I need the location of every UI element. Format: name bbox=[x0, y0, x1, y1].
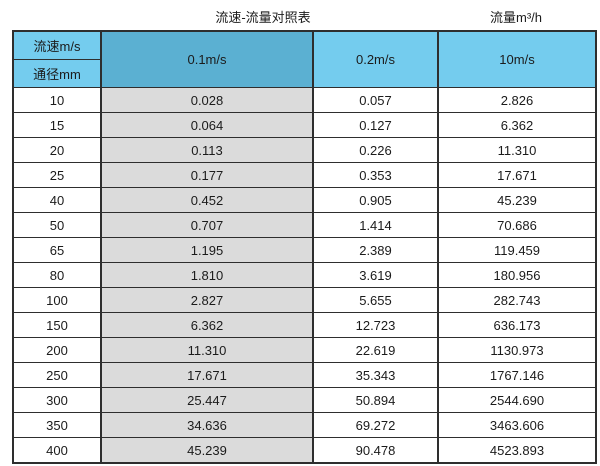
table-row: 250 17.671 35.343 1767.146 bbox=[12, 362, 597, 388]
flow-value-cell: 5.655 bbox=[312, 287, 439, 313]
flow-value-cell: 0.127 bbox=[312, 112, 439, 138]
table-body: 10 0.028 0.057 2.826 15 0.064 0.127 6.362 20 0.11… bbox=[12, 87, 597, 464]
table-row: 350 34.636 69.272 3463.606 bbox=[12, 412, 597, 438]
flow-value-cell: 17.671 bbox=[100, 362, 314, 388]
flow-value-cell: 0.064 bbox=[100, 112, 314, 138]
table-row: 25 0.177 0.353 17.671 bbox=[12, 162, 597, 188]
flow-value-cell: 119.459 bbox=[437, 237, 597, 263]
flow-value-cell: 180.956 bbox=[437, 262, 597, 288]
flow-value-cell: 3463.606 bbox=[437, 412, 597, 438]
flow-value-cell: 6.362 bbox=[100, 312, 314, 338]
column-header-0-2ms: 0.2m/s bbox=[312, 30, 439, 88]
diameter-cell: 150 bbox=[12, 312, 102, 338]
flow-value-cell: 282.743 bbox=[437, 287, 597, 313]
flow-value-cell: 45.239 bbox=[437, 187, 597, 213]
flow-value-cell: 2.389 bbox=[312, 237, 439, 263]
flow-value-cell: 0.905 bbox=[312, 187, 439, 213]
header-row-top: 流速m/s 0.1m/s 0.2m/s 10m/s bbox=[12, 30, 597, 88]
flow-value-cell: 50.894 bbox=[312, 387, 439, 413]
flow-value-cell: 12.723 bbox=[312, 312, 439, 338]
table-title: 流速-流量对照表 bbox=[215, 10, 311, 25]
flow-value-cell: 3.619 bbox=[312, 262, 439, 288]
table-row: 15 0.064 0.127 6.362 bbox=[12, 112, 597, 138]
flow-value-cell: 2.826 bbox=[437, 87, 597, 113]
flow-value-cell: 22.619 bbox=[312, 337, 439, 363]
flow-value-cell: 636.173 bbox=[437, 312, 597, 338]
flow-value-cell: 45.239 bbox=[100, 437, 314, 464]
flow-value-cell: 69.272 bbox=[312, 412, 439, 438]
diameter-cell: 80 bbox=[12, 262, 102, 288]
diameter-cell: 50 bbox=[12, 212, 102, 238]
flow-value-cell: 1130.973 bbox=[437, 337, 597, 363]
flow-comparison-table: 流速m/s 0.1m/s 0.2m/s 10m/s 通径mm 10 0.028 0.… bbox=[12, 30, 597, 464]
flow-value-cell: 17.671 bbox=[437, 162, 597, 188]
flow-value-cell: 0.353 bbox=[312, 162, 439, 188]
flow-value-cell: 1.810 bbox=[100, 262, 314, 288]
flow-value-cell: 4523.893 bbox=[437, 437, 597, 464]
corner-diameter-header: 通径mm bbox=[12, 59, 102, 88]
diameter-cell: 400 bbox=[12, 437, 102, 464]
table-row: 20 0.113 0.226 11.310 bbox=[12, 137, 597, 163]
diameter-cell: 20 bbox=[12, 137, 102, 163]
table-row: 50 0.707 1.414 70.686 bbox=[12, 212, 597, 238]
flow-value-cell: 2.827 bbox=[100, 287, 314, 313]
flow-value-cell: 0.057 bbox=[312, 87, 439, 113]
flow-value-cell: 25.447 bbox=[100, 387, 314, 413]
diameter-cell: 10 bbox=[12, 87, 102, 113]
column-header-10ms: 10m/s bbox=[437, 30, 597, 88]
column-header-0-1ms: 0.1m/s bbox=[100, 30, 314, 88]
diameter-cell: 100 bbox=[12, 287, 102, 313]
table-row: 300 25.447 50.894 2544.690 bbox=[12, 387, 597, 413]
table-row: 65 1.195 2.389 119.459 bbox=[12, 237, 597, 263]
table-row: 40 0.452 0.905 45.239 bbox=[12, 187, 597, 213]
flow-value-cell: 90.478 bbox=[312, 437, 439, 464]
flow-value-cell: 1767.146 bbox=[437, 362, 597, 388]
table-row: 10 0.028 0.057 2.826 bbox=[12, 87, 597, 113]
flow-value-cell: 6.362 bbox=[437, 112, 597, 138]
flow-value-cell: 0.707 bbox=[100, 212, 314, 238]
corner-velocity-header: 流速m/s bbox=[12, 30, 102, 60]
table-row: 150 6.362 12.723 636.173 bbox=[12, 312, 597, 338]
table-header: 流速m/s 0.1m/s 0.2m/s 10m/s 通径mm bbox=[12, 30, 597, 88]
flow-unit-label: 流量m³/h bbox=[489, 10, 543, 25]
flow-value-cell: 11.310 bbox=[437, 137, 597, 163]
diameter-cell: 200 bbox=[12, 337, 102, 363]
table-row: 200 11.310 22.619 1130.973 bbox=[12, 337, 597, 363]
table-row: 100 2.827 5.655 282.743 bbox=[12, 287, 597, 313]
flow-value-cell: 0.452 bbox=[100, 187, 314, 213]
diameter-cell: 300 bbox=[12, 387, 102, 413]
table-row: 80 1.810 3.619 180.956 bbox=[12, 262, 597, 288]
header-row-bottom: 通径mm bbox=[12, 59, 596, 88]
diameter-cell: 25 bbox=[12, 162, 102, 188]
diameter-cell: 350 bbox=[12, 412, 102, 438]
flow-value-cell: 70.686 bbox=[437, 212, 597, 238]
flow-value-cell: 0.177 bbox=[100, 162, 314, 188]
diameter-cell: 40 bbox=[12, 187, 102, 213]
diameter-cell: 250 bbox=[12, 362, 102, 388]
flow-value-cell: 11.310 bbox=[100, 337, 314, 363]
title-bar: 流速-流量对照表 流量m³/h bbox=[0, 0, 600, 30]
diameter-cell: 15 bbox=[12, 112, 102, 138]
flow-value-cell: 2544.690 bbox=[437, 387, 597, 413]
diameter-cell: 65 bbox=[12, 237, 102, 263]
flow-value-cell: 1.414 bbox=[312, 212, 439, 238]
flow-value-cell: 0.226 bbox=[312, 137, 439, 163]
flow-value-cell: 0.028 bbox=[100, 87, 314, 113]
flow-value-cell: 1.195 bbox=[100, 237, 314, 263]
table-row: 400 45.239 90.478 4523.893 bbox=[12, 437, 597, 464]
flow-value-cell: 0.113 bbox=[100, 137, 314, 163]
flow-value-cell: 35.343 bbox=[312, 362, 439, 388]
flow-value-cell: 34.636 bbox=[100, 412, 314, 438]
